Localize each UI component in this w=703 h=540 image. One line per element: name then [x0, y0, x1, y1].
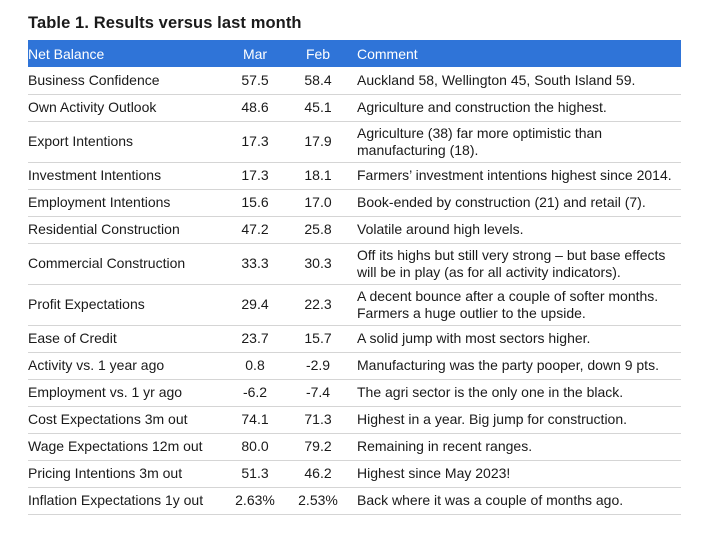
- row-feb-value: 17.9: [304, 133, 332, 149]
- row-mar-value: 80.0: [241, 438, 269, 454]
- row-label: Employment vs. 1 yr ago: [28, 384, 183, 400]
- row-comment: A solid jump with most sectors higher.: [357, 330, 591, 346]
- row-label: Pricing Intentions 3m out: [28, 465, 183, 481]
- row-mar-value: 17.3: [241, 133, 269, 149]
- row-label: Business Confidence: [28, 71, 160, 88]
- row-mar-value: 47.2: [241, 221, 269, 237]
- row-feb-value: 58.4: [304, 71, 332, 88]
- row-comment: Book-ended by construction (21) and reta…: [357, 194, 646, 210]
- row-comment: Remaining in recent ranges.: [357, 438, 533, 454]
- row-comment: Agriculture (38) far more optimistic tha…: [357, 124, 603, 158]
- table-row: Business Confidence 57.5 58.4 Auckland 5…: [28, 67, 681, 94]
- header-feb: Feb: [305, 45, 331, 62]
- row-comment: Highest since May 2023!: [357, 465, 511, 481]
- row-feb-value: 17.0: [304, 194, 332, 210]
- table-row: Profit Expectations 29.4 22.3 A decent b…: [28, 284, 681, 325]
- table-row: Commercial Construction 33.3 30.3 Off it…: [28, 243, 681, 284]
- row-feb-value: -2.9: [305, 357, 331, 373]
- table-row: Own Activity Outlook 48.6 45.1 Agricultu…: [28, 94, 681, 121]
- row-mar-value: 0.8: [245, 357, 265, 373]
- row-feb-value: 79.2: [304, 438, 332, 454]
- row-comment: The agri sector is the only one in the b…: [357, 384, 624, 400]
- row-mar-value: 23.7: [241, 330, 269, 346]
- row-label: Ease of Credit: [28, 330, 117, 346]
- header-comment: Comment: [357, 45, 418, 62]
- table-row: Activity vs. 1 year ago 0.8 -2.9 Manufac…: [28, 352, 681, 379]
- header-net-balance: Net Balance: [28, 45, 105, 62]
- row-comment: Volatile around high levels.: [357, 221, 524, 237]
- row-label: Investment Intentions: [28, 167, 162, 183]
- row-comment: Manufacturing was the party pooper, down…: [357, 357, 659, 373]
- row-comment: Highest in a year. Big jump for construc…: [357, 411, 628, 427]
- header-mar: Mar: [242, 45, 268, 62]
- row-label: Activity vs. 1 year ago: [28, 357, 165, 373]
- row-feb-value: -7.4: [305, 384, 331, 400]
- row-label: Profit Expectations: [28, 296, 145, 312]
- row-feb-value: 18.1: [304, 167, 332, 183]
- row-comment: Farmers’ investment intentions highest s…: [357, 167, 672, 183]
- row-feb-value: 22.3: [304, 296, 332, 312]
- row-label: Wage Expectations 12m out: [28, 438, 203, 454]
- table-row: Investment Intentions 17.3 18.1 Farmers’…: [28, 162, 681, 189]
- results-table: Net Balance Mar Feb Comment Business Con…: [28, 40, 681, 515]
- table-row: Cost Expectations 3m out 74.1 71.3 Highe…: [28, 406, 681, 433]
- row-label: Commercial Construction: [28, 255, 186, 271]
- row-label: Export Intentions: [28, 133, 134, 149]
- row-mar-value: 2.63%: [235, 492, 275, 508]
- row-mar-value: 15.6: [241, 194, 269, 210]
- row-feb-value: 30.3: [304, 255, 332, 271]
- row-mar-value: 74.1: [241, 411, 269, 427]
- row-label: Cost Expectations 3m out: [28, 411, 188, 427]
- row-feb-value: 46.2: [304, 465, 332, 481]
- row-mar-value: 48.6: [241, 99, 269, 115]
- row-mar-value: 33.3: [241, 255, 269, 271]
- row-comment: Back where it was a couple of months ago…: [357, 492, 624, 508]
- row-label: Own Activity Outlook: [28, 99, 157, 115]
- table-row: Wage Expectations 12m out 80.0 79.2 Rema…: [28, 433, 681, 460]
- row-label: Employment Intentions: [28, 194, 171, 210]
- row-label: Inflation Expectations 1y out: [28, 492, 204, 508]
- row-comment: Agriculture and construction the highest…: [357, 99, 607, 115]
- table-row: Residential Construction 47.2 25.8 Volat…: [28, 216, 681, 243]
- table-header-row: Net Balance Mar Feb Comment: [28, 40, 681, 67]
- row-mar-value: 51.3: [241, 465, 269, 481]
- row-feb-value: 45.1: [304, 99, 332, 115]
- table-row: Inflation Expectations 1y out 2.63% 2.53…: [28, 487, 681, 514]
- row-mar-value: -6.2: [242, 384, 268, 400]
- table-title: Table 1. Results versus last month: [28, 14, 302, 32]
- row-comment: A decent bounce after a couple of softer…: [357, 287, 659, 321]
- table-row: Pricing Intentions 3m out 51.3 46.2 High…: [28, 460, 681, 487]
- table-row: Export Intentions 17.3 17.9 Agriculture …: [28, 121, 681, 162]
- row-feb-value: 15.7: [304, 330, 332, 346]
- row-feb-value: 25.8: [304, 221, 332, 237]
- table-row: Ease of Credit 23.7 15.7 A solid jump wi…: [28, 325, 681, 352]
- row-label: Residential Construction: [28, 221, 180, 237]
- row-comment: Auckland 58, Wellington 45, South Island…: [357, 71, 636, 88]
- table-row: Employment Intentions 15.6 17.0 Book-end…: [28, 189, 681, 216]
- row-comment: Off its highs but still very strong – bu…: [357, 246, 666, 280]
- row-feb-value: 71.3: [304, 411, 332, 427]
- row-mar-value: 17.3: [241, 167, 269, 183]
- row-mar-value: 29.4: [241, 296, 269, 312]
- row-feb-value: 2.53%: [298, 492, 338, 508]
- row-mar-value: 57.5: [241, 71, 269, 88]
- table-row: Employment vs. 1 yr ago -6.2 -7.4 The ag…: [28, 379, 681, 406]
